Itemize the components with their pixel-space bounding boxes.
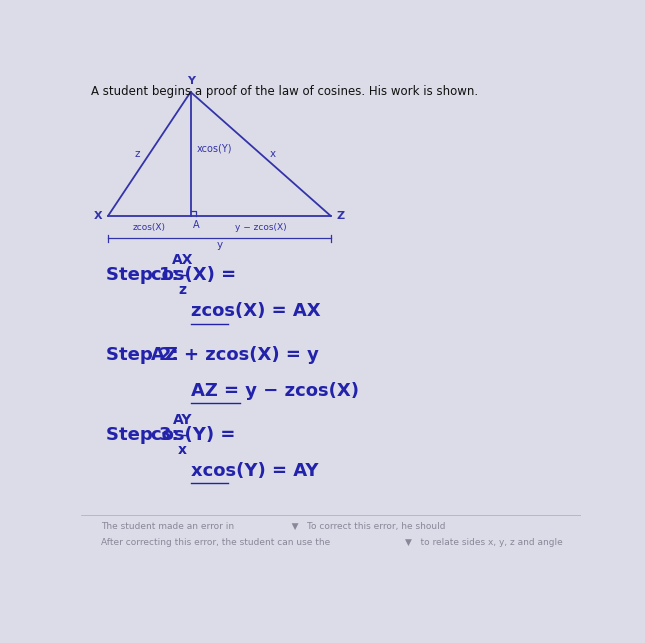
Text: Step 3:: Step 3: bbox=[106, 426, 178, 444]
Text: xcos(Y): xcos(Y) bbox=[197, 144, 232, 154]
Text: cos(X) =: cos(X) = bbox=[151, 266, 242, 284]
Text: Z: Z bbox=[337, 211, 344, 221]
Text: After correcting this error, the student can use the                          ▼ : After correcting this error, the student… bbox=[101, 538, 562, 547]
Text: The student made an error in                    ▼   To correct this error, he sh: The student made an error in ▼ To correc… bbox=[101, 521, 445, 530]
Text: X: X bbox=[94, 211, 102, 221]
Text: AX: AX bbox=[172, 253, 194, 267]
Text: x: x bbox=[270, 149, 275, 159]
Text: Step 1:: Step 1: bbox=[106, 266, 178, 284]
Text: zcos(X) = AX: zcos(X) = AX bbox=[191, 302, 320, 320]
Text: y: y bbox=[216, 240, 223, 249]
Text: Y: Y bbox=[186, 76, 195, 86]
Text: x: x bbox=[178, 442, 187, 457]
Text: z: z bbox=[135, 149, 141, 159]
Text: AZ + zcos(X) = y: AZ + zcos(X) = y bbox=[151, 346, 319, 364]
Text: zcos(X): zcos(X) bbox=[133, 223, 166, 232]
Text: A student begins a proof of the law of cosines. His work is shown.: A student begins a proof of the law of c… bbox=[90, 85, 478, 98]
Text: xcos(Y) = AY: xcos(Y) = AY bbox=[191, 462, 318, 480]
Text: cos(Y) =: cos(Y) = bbox=[151, 426, 241, 444]
Text: AY: AY bbox=[173, 413, 192, 427]
Text: A: A bbox=[193, 220, 200, 230]
Text: Step 2:: Step 2: bbox=[106, 346, 178, 364]
Text: y − zcos(X): y − zcos(X) bbox=[235, 223, 286, 232]
Text: z: z bbox=[179, 283, 186, 297]
Text: AZ = y − zcos(X): AZ = y − zcos(X) bbox=[191, 382, 359, 400]
